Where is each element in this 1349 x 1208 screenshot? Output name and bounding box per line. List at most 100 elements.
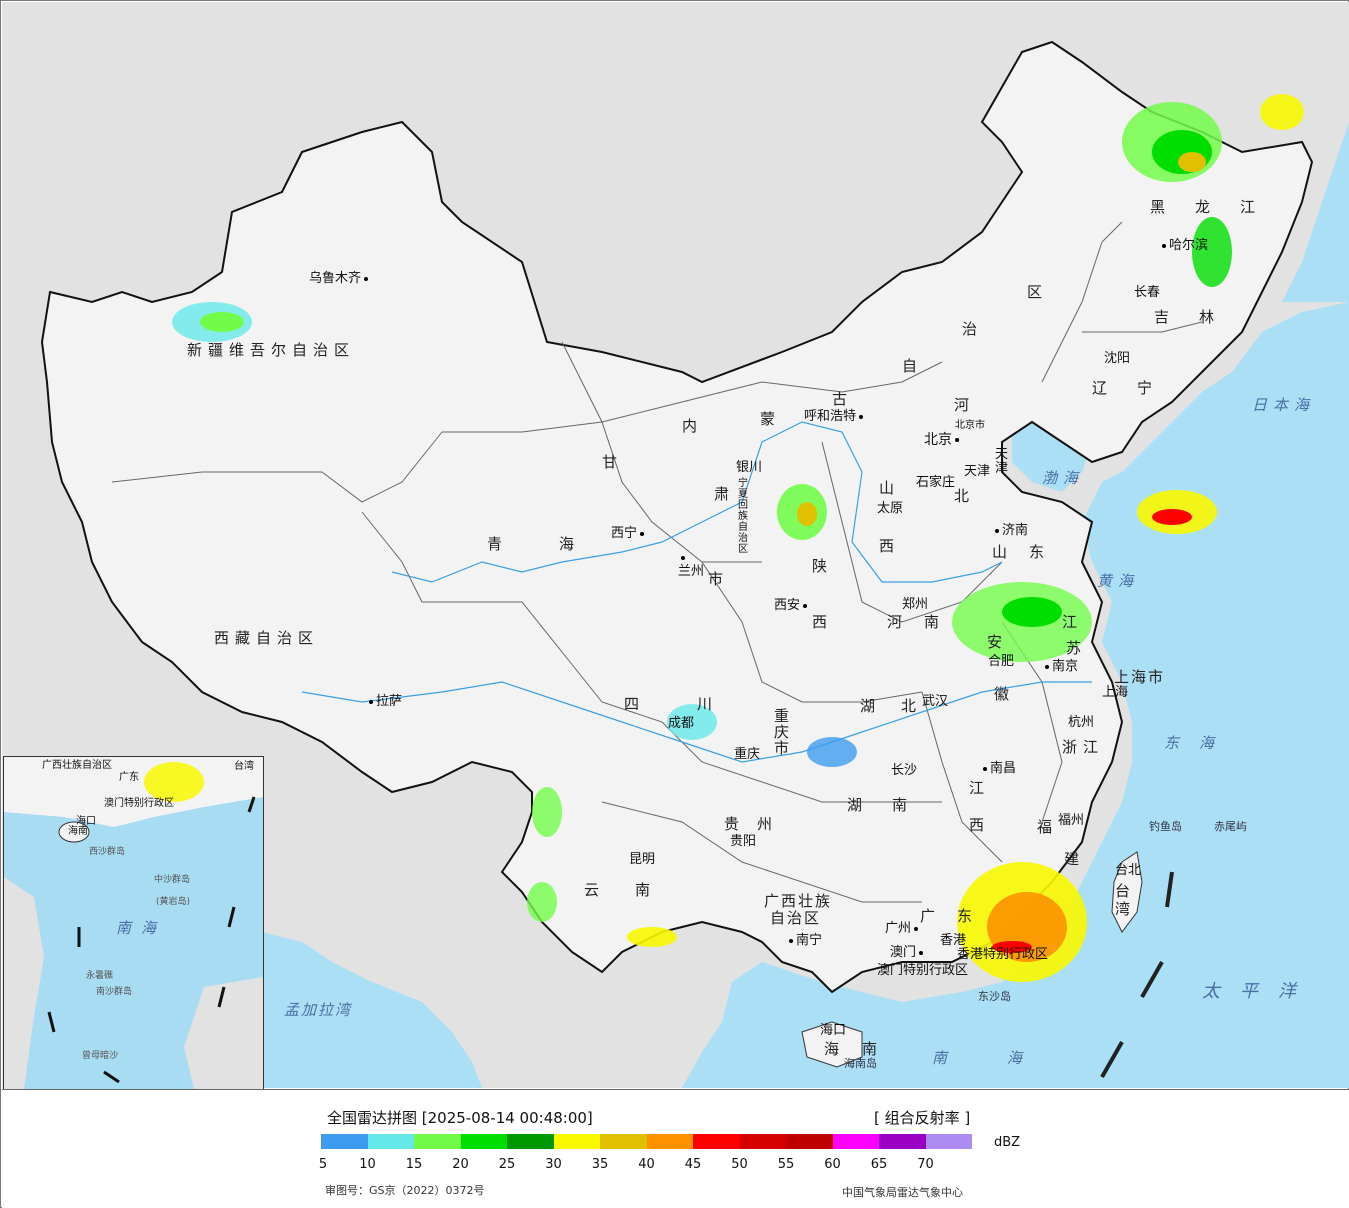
legend-swatch bbox=[414, 1134, 461, 1149]
region-label-guangdong-1: 广 bbox=[920, 907, 948, 925]
region-label-nm-2: 蒙 bbox=[760, 410, 788, 428]
region-label-chiwei: 赤尾屿 bbox=[1214, 820, 1247, 833]
legend-title: 全国雷达拼图 [2025-08-14 00:48:00] bbox=[327, 1109, 593, 1127]
legend-swatch bbox=[693, 1134, 740, 1149]
radar-echoes bbox=[172, 94, 1304, 982]
legend-swatch bbox=[600, 1134, 647, 1149]
inset-label-huangyan: (黄岩岛) bbox=[156, 897, 191, 907]
inset-label-guangxi: 广西壮族自治区 bbox=[42, 760, 112, 771]
legend-tick-label: 70 bbox=[917, 1157, 934, 1172]
legend-tick-label: 45 bbox=[684, 1157, 702, 1172]
city-lhasa: 拉萨 bbox=[366, 695, 402, 709]
region-label-nm-4: 自 bbox=[902, 357, 930, 375]
city-harbin: 哈尔滨 bbox=[1159, 239, 1208, 253]
legend-tick-label: 5 bbox=[318, 1157, 328, 1172]
city-shanghai: 上海 bbox=[1102, 685, 1129, 700]
region-label-gansu-2: 肃 bbox=[714, 485, 742, 503]
legend-swatch bbox=[786, 1134, 833, 1149]
inset-hainan bbox=[58, 821, 90, 843]
inset-label-aomen: 澳门特别行政区 bbox=[104, 798, 174, 809]
legend-product: [ 组合反射率 ] bbox=[874, 1109, 971, 1127]
city-xining: 西宁 bbox=[611, 527, 647, 541]
region-label-hongkong-sar: 香港特别行政区 bbox=[957, 947, 1049, 962]
legend-tick-label: 65 bbox=[870, 1157, 888, 1172]
city-hongkong: 香港 bbox=[940, 933, 967, 948]
region-label-shanxi-2: 西 bbox=[879, 537, 907, 555]
region-label-xizang: 西藏自治区 bbox=[214, 629, 320, 647]
legend-swatch bbox=[321, 1134, 368, 1149]
city-tianjin: 天津 bbox=[964, 464, 991, 479]
city-wuhan: 武汉 bbox=[922, 694, 949, 709]
legend-colorbar bbox=[321, 1134, 972, 1149]
data-source: 中国气象局雷达气象中心 bbox=[842, 1186, 963, 1199]
city-guangzhou: 广州 bbox=[885, 922, 921, 936]
region-label-ningxia: 宁夏回族自治区 bbox=[738, 478, 748, 555]
legend-swatch bbox=[367, 1134, 414, 1149]
region-label-anhui-1: 安 bbox=[987, 633, 1015, 651]
region-label-anhui-2: 徽 bbox=[994, 685, 1022, 703]
sea-japan bbox=[1282, 122, 1349, 302]
region-label-jiangsu-2: 苏 bbox=[1066, 639, 1094, 657]
legend-tick-label: 30 bbox=[545, 1157, 562, 1172]
region-label-shaanxi-1: 陕 bbox=[812, 557, 840, 575]
region-label-nm-3: 古 bbox=[832, 390, 860, 408]
sea-label-huanghai: 黄海 bbox=[1097, 572, 1140, 590]
region-label-henan: 河南 bbox=[887, 613, 962, 631]
legend-tick-label: 15 bbox=[405, 1157, 423, 1172]
legend-tick-label: 60 bbox=[824, 1157, 841, 1172]
province-borders bbox=[111, 221, 1203, 903]
city-aomen: 澳门 bbox=[890, 946, 926, 960]
china-land bbox=[40, 40, 1314, 994]
region-label-gansu-1: 甘 bbox=[602, 453, 630, 471]
region-label-hubei: 湖北 bbox=[860, 697, 943, 715]
legend-tick-label: 35 bbox=[591, 1157, 609, 1172]
inset-label-haikou: 海口 bbox=[76, 816, 96, 827]
region-label-nm-6: 区 bbox=[1027, 283, 1055, 301]
legend-swatch bbox=[925, 1134, 972, 1149]
legend-tick-label: 50 bbox=[731, 1157, 748, 1172]
city-chengdu: 成都 bbox=[668, 716, 695, 731]
region-label-lanzhou-shi: 市 bbox=[708, 570, 736, 588]
hainan-island bbox=[801, 1021, 863, 1068]
sea-label-bohai: 渤海 bbox=[1042, 469, 1085, 487]
city-nanjing: 南京 bbox=[1042, 660, 1078, 674]
sea-label-japan: 日本海 bbox=[1252, 396, 1316, 414]
legend-tick-label: 20 bbox=[452, 1157, 469, 1172]
inset-label-zhongsha: 中沙群岛 bbox=[154, 875, 191, 885]
inset-label-guangdong: 广东 bbox=[119, 772, 139, 783]
region-label-yunnan: 云南 bbox=[584, 881, 687, 899]
legend-swatch bbox=[646, 1134, 693, 1149]
city-urumqi: 乌鲁木齐 bbox=[309, 272, 371, 286]
legend-tick-label: 55 bbox=[777, 1157, 795, 1172]
region-label-dongsha: 东沙岛 bbox=[978, 990, 1011, 1003]
taiwan-island bbox=[1111, 851, 1143, 933]
legend-swatch bbox=[507, 1134, 554, 1149]
legend-swatch bbox=[832, 1134, 879, 1149]
legend-swatch bbox=[739, 1134, 786, 1149]
sea-bengal bbox=[262, 932, 482, 1088]
city-hangzhou: 杭州 bbox=[1068, 715, 1095, 730]
region-label-diaoyu: 钓鱼岛 bbox=[1149, 820, 1182, 833]
city-fuzhou: 福州 bbox=[1058, 813, 1085, 828]
sea-label-donghai: 东海 bbox=[1164, 734, 1235, 752]
region-label-guizhou: 贵州 bbox=[724, 815, 791, 833]
map-approval-number: 审图号：GS京（2022）0372号 bbox=[325, 1184, 485, 1197]
inset-label-nansha: 南沙群岛 bbox=[96, 987, 133, 997]
city-shenyang: 沈阳 bbox=[1104, 351, 1131, 366]
region-label-fujian-1: 福 bbox=[1037, 818, 1065, 836]
region-label-hebei-1: 河 bbox=[954, 396, 982, 414]
region-label-guangxi-1: 广西壮族 bbox=[764, 892, 833, 910]
region-label-jiangsu-1: 江 bbox=[1062, 613, 1090, 631]
inset-echo bbox=[144, 762, 204, 802]
inset-label-taiwan: 台湾 bbox=[234, 761, 254, 772]
sea-label-taipingyang: 太平洋 bbox=[1202, 981, 1316, 1002]
city-shijiazhuang: 石家庄 bbox=[916, 475, 956, 490]
city-changchun: 长春 bbox=[1134, 285, 1161, 300]
city-taiyuan: 太原 bbox=[877, 501, 904, 516]
region-label-shaanxi-2: 西 bbox=[812, 613, 840, 631]
city-kunming: 昆明 bbox=[629, 852, 656, 867]
inset-label-zengmu: 曾母暗沙 bbox=[82, 1051, 119, 1061]
legend-panel: 全国雷达拼图 [2025-08-14 00:48:00] [ 组合反射率 ] d… bbox=[2, 1089, 1349, 1208]
legend-swatch bbox=[879, 1134, 926, 1149]
